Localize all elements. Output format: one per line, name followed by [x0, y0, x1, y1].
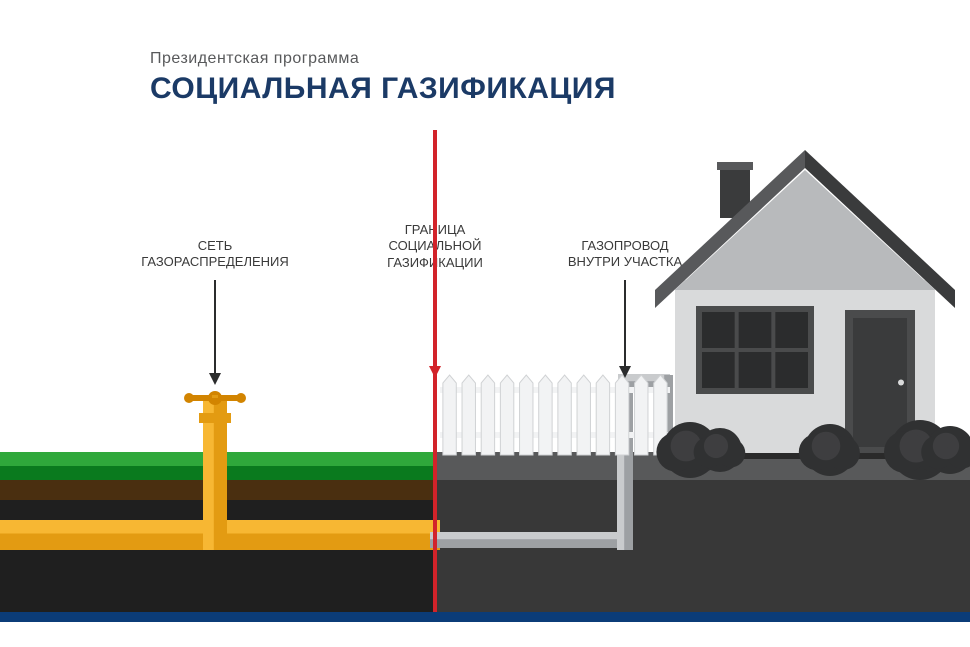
diagram-scene	[0, 0, 970, 647]
infographic-canvas: Президентская программа СОЦИАЛЬНАЯ ГАЗИФ…	[0, 0, 970, 647]
